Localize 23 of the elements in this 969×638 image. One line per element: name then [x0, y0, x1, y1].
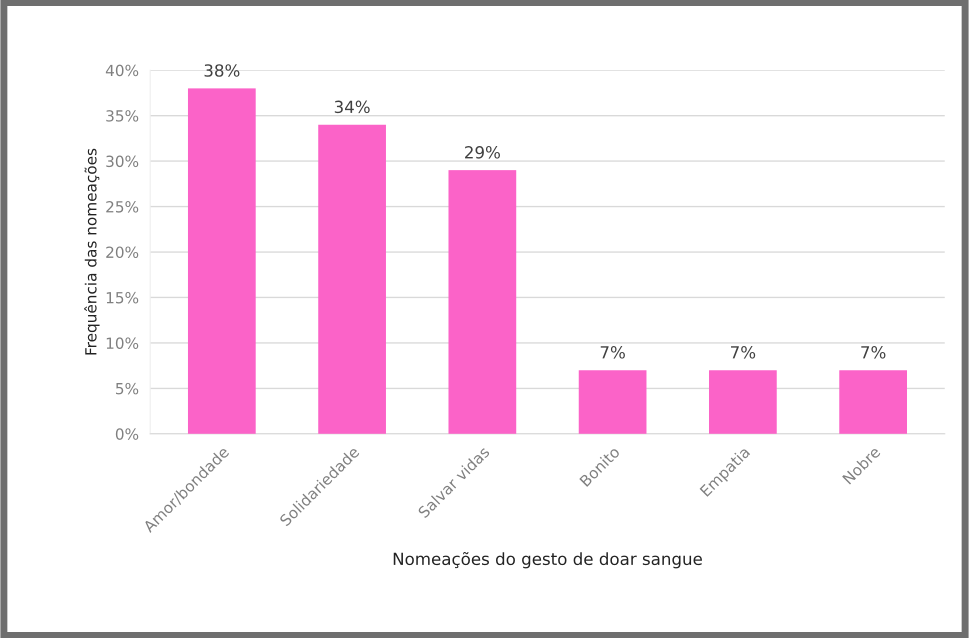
bar [448, 170, 516, 434]
bar [578, 370, 646, 434]
data-label: 7% [600, 346, 625, 359]
y-tick-label: 0% [116, 428, 138, 440]
y-tick-label: 40% [106, 64, 138, 76]
x-axis-title: Nomeações do gesto de doar sangue [394, 552, 702, 568]
y-tick-label: 15% [106, 292, 138, 304]
bar [839, 370, 907, 434]
data-label: 29% [465, 146, 500, 159]
data-label: 38% [204, 64, 240, 77]
bar [318, 124, 386, 434]
y-tick-label: 35% [106, 110, 138, 122]
y-tick-label: 5% [116, 382, 138, 394]
bar [188, 88, 256, 434]
data-label: 34% [334, 100, 370, 114]
y-tick-label: 10% [106, 337, 138, 349]
y-tick-label: 30% [106, 156, 138, 168]
data-label: 7% [861, 346, 886, 359]
bar [709, 370, 777, 434]
y-tick-label: 20% [106, 246, 138, 258]
y-tick-label: 25% [106, 201, 138, 213]
y-axis-title: Frequência das nomeações [84, 148, 100, 355]
data-label: 7% [731, 346, 756, 359]
